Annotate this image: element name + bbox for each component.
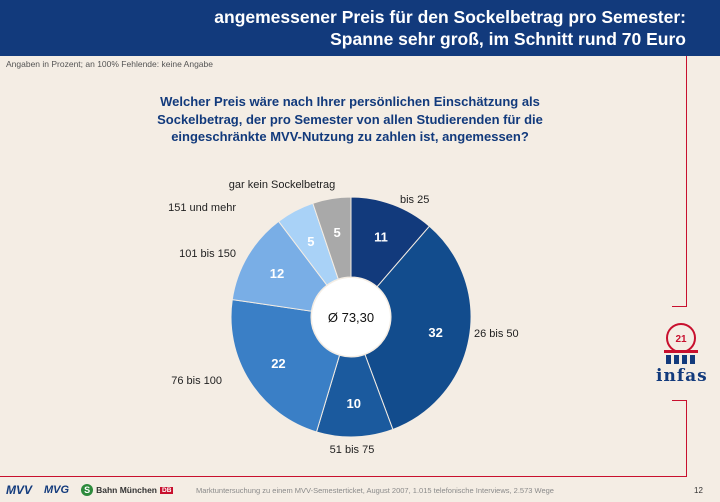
footer-rule xyxy=(0,476,687,477)
infas-emblem-icon: 21 xyxy=(664,323,698,364)
mvg-logo: MVG xyxy=(44,484,70,496)
slice-value-label-4: 22 xyxy=(271,356,285,371)
title-line-2: Spanne sehr groß, im Schnitt rund 70 Eur… xyxy=(330,29,686,49)
donut-hole xyxy=(312,278,390,356)
donut-slice-4 xyxy=(230,299,341,433)
page-number: 12 xyxy=(694,486,703,495)
slice-value-label-1: 11 xyxy=(374,229,388,244)
slice-category-label-3: 51 bis 75 xyxy=(330,444,375,456)
slice-value-label-7: 5 xyxy=(334,225,341,240)
infas-logo: 21 infas xyxy=(656,320,708,392)
slice-category-label-4: 76 bis 100 xyxy=(171,375,222,387)
page-title: angemessener Preis für den Sockelbetrag … xyxy=(214,6,686,50)
header-bar: angemessener Preis für den Sockelbetrag … xyxy=(0,0,720,56)
donut-slice-7 xyxy=(312,196,352,280)
sbahn-logo: S Bahn München DB xyxy=(81,484,174,496)
survey-question: Welcher Preis wäre nach Ihrer persönlich… xyxy=(157,94,543,144)
red-rule-lower-tick xyxy=(672,400,687,401)
mvv-logo: MVV xyxy=(6,483,33,497)
center-mean-label: Ø 73,30 xyxy=(328,310,374,325)
sbahn-s-icon: S xyxy=(81,484,94,496)
slice-category-label-5: 101 bis 150 xyxy=(179,248,236,260)
slice-category-label-6: 151 und mehr xyxy=(168,202,236,214)
donut-slice-2 xyxy=(364,225,472,431)
sbahn-label: Bahn München xyxy=(96,485,157,495)
slice-value-label-5: 12 xyxy=(270,266,284,281)
slice-category-label-7: gar kein Sockelbetrag xyxy=(229,179,335,191)
db-logo: DB xyxy=(160,486,174,494)
red-rule-upper-tick xyxy=(672,306,687,307)
slice-value-label-3: 10 xyxy=(347,396,361,411)
title-line-1: angemessener Preis für den Sockelbetrag … xyxy=(214,7,686,27)
slice-category-label-2: 26 bis 50 xyxy=(474,328,519,340)
infas-wordmark: infas xyxy=(656,366,708,386)
footer-note: Marktuntersuchung zu einem MVV-Semestert… xyxy=(196,486,554,495)
slice-value-label-6: 5 xyxy=(307,234,314,249)
slice-value-label-2: 32 xyxy=(428,325,442,340)
red-rule-upper xyxy=(686,56,687,306)
infas-badge-number: 21 xyxy=(675,334,687,345)
slice-category-label-1: bis 25 xyxy=(400,194,429,206)
donut-slice-5 xyxy=(231,220,328,312)
red-rule-lower xyxy=(686,400,687,476)
footer-logos: MVV MVG S Bahn München DB xyxy=(6,481,174,499)
data-note: Angaben in Prozent; an 100% Fehlende: ke… xyxy=(6,59,213,69)
